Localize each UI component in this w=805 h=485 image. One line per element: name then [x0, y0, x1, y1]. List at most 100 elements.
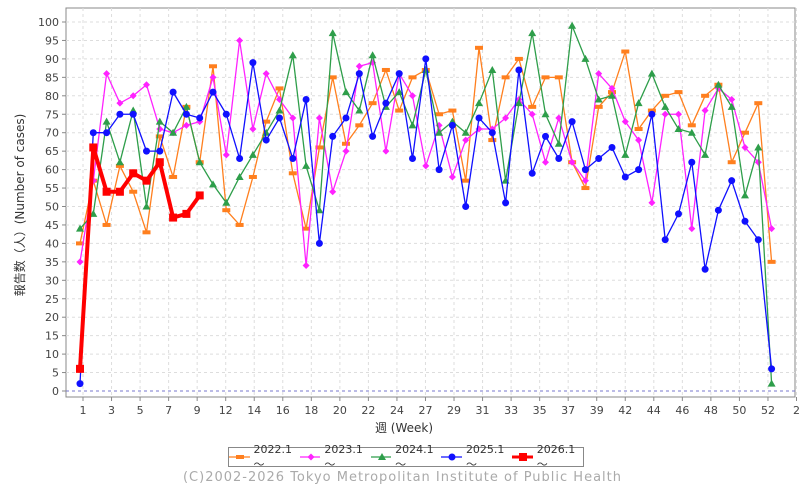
- data-point-diamond: [595, 70, 603, 78]
- x-tick-label: 22: [361, 404, 375, 417]
- data-point-bar: [594, 104, 603, 109]
- data-point-diamond: [635, 136, 643, 144]
- data-point-bar: [129, 189, 138, 194]
- data-point-bar: [701, 93, 710, 98]
- data-point-circle: [581, 166, 589, 174]
- data-point-bar: [275, 86, 284, 91]
- y-tick-label: 0: [52, 385, 59, 398]
- data-point-bar: [647, 108, 656, 113]
- data-point-triangle: [608, 91, 616, 99]
- data-point-triangle: [368, 51, 377, 59]
- data-point-circle: [196, 114, 204, 122]
- data-point-triangle: [554, 139, 563, 147]
- x-tick-label: 35: [533, 404, 547, 417]
- data-point-circle: [768, 365, 776, 373]
- data-point-bar: [661, 93, 670, 98]
- data-point-bar: [355, 123, 364, 128]
- data-point-circle: [76, 380, 84, 388]
- x-tick-label: 18: [304, 404, 318, 417]
- data-point-circle: [528, 169, 536, 177]
- data-point-diamond: [502, 114, 510, 122]
- data-point-diamond: [528, 110, 536, 118]
- data-point-bar: [581, 186, 590, 191]
- data-point-circle: [209, 88, 217, 96]
- data-point-triangle: [377, 453, 386, 460]
- data-point-square: [76, 364, 84, 373]
- data-point-circle: [329, 132, 337, 140]
- data-point-circle: [595, 155, 603, 163]
- data-point-triangle: [142, 202, 151, 210]
- data-point-diamond: [462, 136, 470, 144]
- data-point-triangle: [115, 158, 124, 166]
- data-point-bar: [528, 104, 537, 109]
- legend-item: 2024.1～: [370, 442, 442, 472]
- data-point-circle: [688, 158, 696, 166]
- data-point-circle: [182, 110, 190, 118]
- data-point-circle: [395, 70, 403, 78]
- data-point-triangle: [89, 209, 98, 217]
- data-point-triangle: [209, 180, 217, 188]
- data-point-diamond: [675, 110, 682, 118]
- data-point-diamond: [448, 173, 456, 181]
- y-tick-label: 70: [45, 127, 59, 140]
- data-point-diamond: [581, 177, 589, 185]
- data-point-diamond: [182, 121, 190, 129]
- x-tick-label: 44: [647, 404, 661, 417]
- y-axis-ticks: 0 5 10 15 20 25 30 35 40 45 50 55 60 65 70 75 80 85 90 95 10…: [38, 16, 66, 398]
- y-tick-label: 15: [45, 330, 59, 343]
- line-chart: 0510152025303540455055606570758085909510…: [12, 7, 800, 435]
- data-point-diamond: [648, 199, 656, 207]
- data-point-circle: [342, 114, 350, 122]
- x-tick-label: 9: [194, 404, 201, 417]
- data-point-bar: [634, 127, 643, 132]
- legend-item: 2022.1～: [229, 443, 300, 472]
- legend-swatch-icon: [370, 453, 392, 460]
- data-point-square: [89, 143, 98, 152]
- data-point-circle: [488, 129, 496, 137]
- data-point-circle: [435, 166, 443, 174]
- legend-label: 2024.1～: [395, 442, 434, 471]
- data-point-bar: [541, 75, 550, 80]
- data-point-circle: [156, 147, 164, 155]
- data-point-diamond: [542, 158, 549, 166]
- data-point-circle: [701, 265, 709, 273]
- data-point-square: [115, 187, 124, 196]
- data-point-square: [182, 209, 191, 218]
- data-point-circle: [249, 59, 257, 67]
- data-point-bar: [488, 138, 497, 143]
- data-point-circle: [315, 239, 323, 247]
- data-point-triangle: [262, 128, 271, 136]
- data-point-bar: [754, 101, 763, 106]
- x-tick-label: 48: [704, 404, 718, 417]
- data-point-circle: [422, 55, 430, 63]
- data-point-circle: [103, 129, 111, 137]
- series-line: [78, 145, 202, 369]
- data-point-circle: [355, 70, 363, 78]
- data-point-circle: [635, 166, 643, 174]
- data-point-triangle: [275, 106, 284, 114]
- data-point-diamond: [422, 162, 430, 170]
- data-point-circle: [502, 199, 510, 207]
- data-point-diamond: [621, 118, 629, 126]
- data-point-square: [169, 213, 178, 222]
- data-point-circle: [621, 173, 629, 181]
- x-tick-label: 50: [732, 404, 746, 417]
- data-point-triangle: [222, 198, 231, 206]
- data-point-triangle: [235, 172, 244, 180]
- x-tick-label: 24: [390, 404, 404, 417]
- y-tick-label: 5: [52, 367, 59, 380]
- data-point-circle: [741, 217, 749, 225]
- data-point-bar: [381, 67, 390, 72]
- data-point-circle: [222, 110, 230, 118]
- data-point-circle: [236, 155, 244, 163]
- data-point-bar: [235, 222, 244, 227]
- legend-swatch-icon: [229, 455, 250, 459]
- data-point-bar: [142, 230, 151, 235]
- data-point-circle: [143, 147, 150, 155]
- data-point-triangle: [395, 88, 404, 96]
- y-tick-label: 55: [45, 182, 59, 195]
- data-point-circle: [276, 114, 283, 122]
- data-point-diamond: [568, 158, 576, 166]
- data-point-triangle: [315, 206, 324, 214]
- data-point-triangle: [674, 125, 683, 133]
